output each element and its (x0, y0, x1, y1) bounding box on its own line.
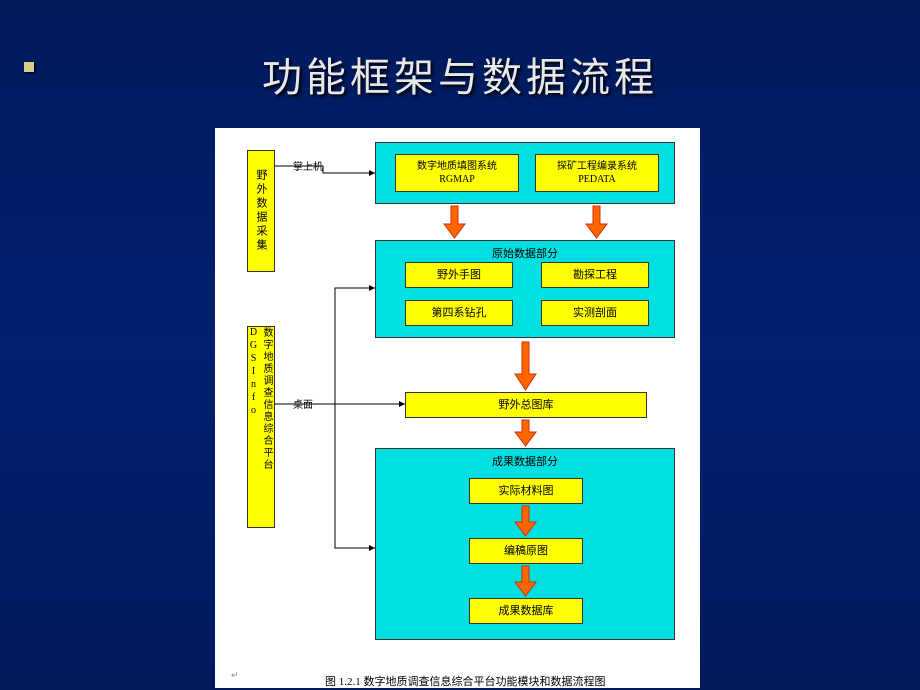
small-mark: ↵ (231, 670, 239, 681)
figure-caption: 图 1.2.1 数字地质调查信息综合平台功能模块和数据流程图 (325, 673, 606, 689)
flow-arrows (215, 128, 700, 688)
bullet-decor (24, 62, 34, 72)
slide-title: 功能框架与数据流程 (0, 0, 920, 103)
diagram-canvas: 野外数据采集 数字地质调查信息综合平台DGSInfo 掌上机 桌面 数字地质填图… (215, 128, 700, 688)
